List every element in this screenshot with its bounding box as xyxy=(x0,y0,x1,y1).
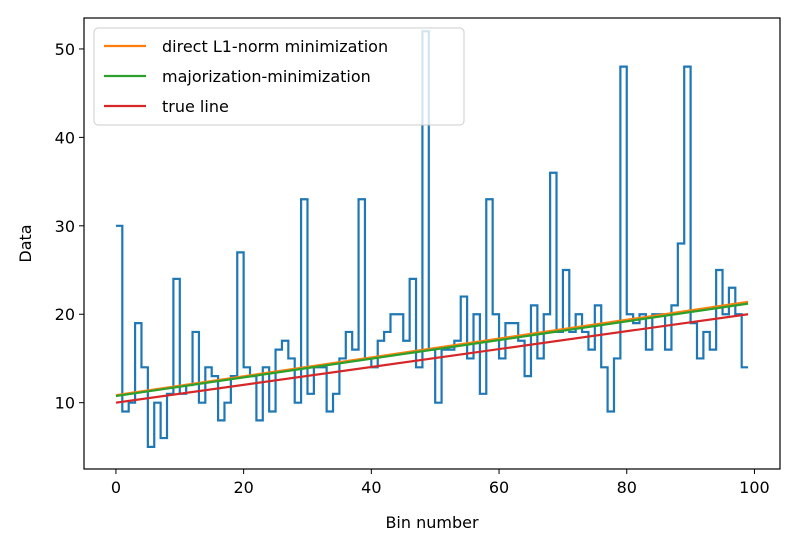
x-tick-label: 80 xyxy=(617,478,637,497)
y-tick-label: 30 xyxy=(55,217,75,236)
x-tick-label: 40 xyxy=(361,478,381,497)
x-tick-label: 60 xyxy=(489,478,509,497)
x-tick-label: 100 xyxy=(739,478,770,497)
legend-label-0: direct L1-norm minimization xyxy=(162,37,388,56)
legend: direct L1-norm minimization majorization-… xyxy=(93,27,465,126)
y-tick-label: 10 xyxy=(55,394,75,413)
legend-label-1: majorization-minimization xyxy=(162,67,371,86)
x-tick-label: 20 xyxy=(233,478,253,497)
y-tick-label: 50 xyxy=(55,40,75,59)
legend-box xyxy=(93,27,465,126)
plot-area xyxy=(115,30,749,448)
legend-label-2: true line xyxy=(162,97,229,116)
x-tick-label: 0 xyxy=(111,478,121,497)
axes-frame xyxy=(83,17,781,470)
series-line-1 xyxy=(115,302,749,398)
y-tick-label: 20 xyxy=(55,305,75,324)
x-axis-title: Bin number xyxy=(385,513,479,532)
y-tick-label: 40 xyxy=(55,128,75,147)
axis-ticks: 0 20 40 60 80 100 10 20 30 40 50 xyxy=(55,40,770,497)
y-axis-title: Data xyxy=(16,224,35,262)
series-line-2 xyxy=(115,313,749,404)
